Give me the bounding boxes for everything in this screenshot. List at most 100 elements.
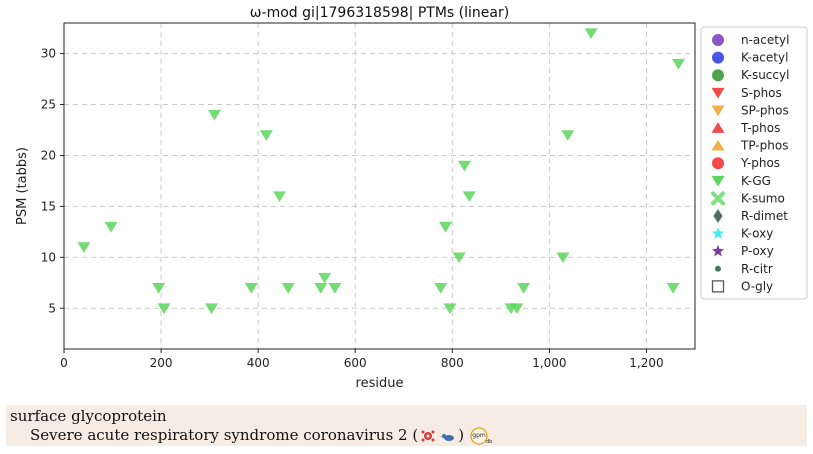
legend-marker [711, 280, 725, 293]
x-tick-label: 400 [247, 356, 270, 370]
plot-area [64, 23, 695, 349]
plot-frame [63, 22, 696, 350]
legend-marker [712, 157, 724, 170]
legend-marker [711, 191, 725, 206]
data-point [556, 252, 570, 264]
data-point [666, 283, 680, 294]
legend-label: Y-phos [740, 156, 780, 170]
legend-label: K-oxy [741, 227, 773, 241]
y-axis-title: PSM (tabbs) [15, 147, 30, 225]
y-tick-label: 15 [41, 199, 56, 213]
data-point [671, 58, 685, 70]
protein-info-footer: surface glycoprotein Severe acute respir… [6, 405, 807, 446]
x-tick-label: 0 [60, 356, 68, 370]
data-point [152, 283, 166, 294]
data-point [462, 191, 476, 203]
data-point [318, 272, 332, 284]
legend-label: K-succyl [741, 68, 789, 82]
y-tick-label: 25 [41, 98, 56, 112]
y-tick-label: 30 [41, 47, 56, 61]
data-point [517, 283, 531, 294]
legend-entry: TP-phos [711, 139, 788, 153]
data-point [561, 130, 575, 141]
data-point [244, 283, 258, 294]
legend-label: SP-phos [741, 103, 789, 117]
legend-entry: K-sumo [711, 191, 785, 206]
legend-label: P-oxy [741, 244, 774, 258]
chart-title: ω-mod gi|1796318598| PTMs (linear) [250, 5, 509, 21]
legend-entry: O-gly [711, 279, 773, 293]
organism-name: Severe acute respiratory syndrome corona… [30, 426, 419, 444]
legend-label: K-acetyl [741, 51, 788, 65]
x-tick-label: 1,000 [532, 356, 566, 370]
chart-container: ω-mod gi|1796318598| PTMs (linear) 0 200 40… [15, 5, 808, 391]
legend-label: n-acetyl [741, 33, 789, 47]
data-point [205, 303, 219, 315]
gpmdb-sub: db [486, 439, 492, 445]
x-axis-title: residue [356, 376, 404, 391]
organism-line: Severe acute respiratory syndrome corona… [10, 426, 803, 445]
data-point [77, 242, 91, 253]
legend-marker [711, 139, 725, 151]
ptm-chart: ω-mod gi|1796318598| PTMs (linear) 0 200 40… [15, 5, 808, 391]
legend-label: T-phos [740, 121, 780, 135]
data-point [457, 160, 471, 172]
legend-entry: R-citr [715, 262, 773, 276]
x-tick-label: 600 [344, 356, 367, 370]
legend-entry: K-acetyl [712, 51, 788, 65]
legend-entry: S-phos [711, 86, 782, 100]
data-point [104, 221, 118, 233]
legend-marker [711, 105, 725, 117]
legend-entry: K-succyl [712, 68, 789, 82]
data-point [314, 283, 328, 294]
legend-label: S-phos [741, 86, 782, 100]
y-tick-label: 10 [41, 250, 56, 264]
x-tick-label: 800 [441, 356, 464, 370]
legend-entry: n-acetyl [712, 33, 789, 47]
gpmdb-icon[interactable]: gpm db [470, 426, 492, 445]
legend-entry: K-oxy [711, 227, 773, 241]
legend-marker [711, 175, 725, 187]
y-tick-label: 5 [48, 301, 56, 315]
legend-marker [712, 69, 724, 82]
data-point [207, 109, 221, 121]
x-tick-label: 1,200 [629, 356, 663, 370]
data-point [259, 130, 273, 141]
legend-label: TP-phos [740, 139, 788, 153]
legend-label: R-dimet [741, 209, 788, 223]
x-tick-label: 200 [150, 356, 173, 370]
data-point [273, 191, 287, 203]
data-point [439, 221, 453, 233]
virus-icon[interactable] [420, 428, 436, 444]
legend-entry: K-GG [711, 174, 771, 188]
data-point [281, 283, 295, 294]
data-point [434, 283, 448, 294]
legend-marker [711, 87, 725, 99]
legend-box [700, 26, 808, 300]
legend-label: K-GG [741, 174, 771, 188]
y-tick-label: 20 [41, 148, 56, 162]
legend-entry: Y-phos [712, 156, 780, 170]
series-k-gg [77, 28, 685, 315]
legend-marker [712, 51, 724, 64]
legend-marker [711, 122, 725, 133]
legend-marker [715, 265, 721, 272]
data-point [584, 28, 598, 40]
organism-close: ) [458, 426, 465, 444]
data-point [328, 283, 342, 294]
data-point [452, 252, 466, 264]
bird-icon[interactable] [440, 428, 456, 444]
legend-marker [712, 34, 724, 46]
x-stroke [711, 191, 725, 206]
data-point [157, 303, 171, 315]
legend-marker [713, 209, 723, 223]
data-point [510, 303, 524, 315]
legend-entry: SP-phos [711, 103, 789, 117]
gpmdb-label: gpm [472, 432, 486, 439]
legend-entry: R-dimet [713, 209, 788, 223]
legend-label: K-sumo [741, 191, 785, 205]
protein-name: surface glycoprotein [10, 407, 167, 425]
data-point [443, 303, 457, 315]
legend-entry: P-oxy [711, 244, 774, 258]
legend-marker [711, 227, 725, 239]
